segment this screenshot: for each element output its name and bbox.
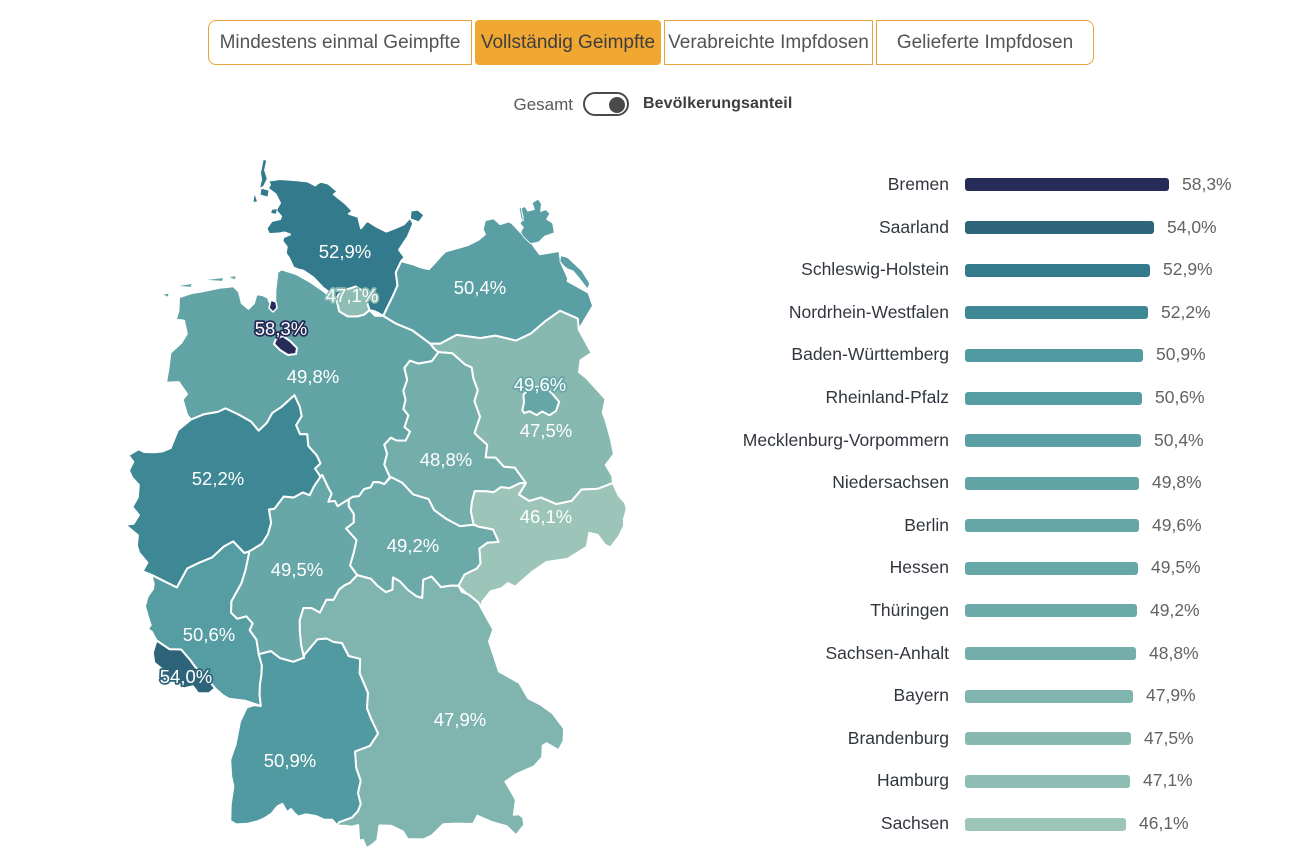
svg-text:47,9%: 47,9%	[434, 709, 486, 730]
svg-text:49,6%: 49,6%	[514, 374, 566, 395]
svg-text:54,0%: 54,0%	[160, 666, 212, 687]
svg-text:52,9%: 52,9%	[319, 241, 371, 262]
svg-text:49,5%: 49,5%	[271, 559, 323, 580]
svg-text:47,1%: 47,1%	[326, 285, 378, 306]
svg-text:48,8%: 48,8%	[420, 449, 472, 470]
svg-text:50,4%: 50,4%	[454, 277, 506, 298]
svg-text:46,1%: 46,1%	[520, 506, 572, 527]
svg-text:50,6%: 50,6%	[183, 624, 235, 645]
svg-text:49,2%: 49,2%	[387, 535, 439, 556]
svg-text:58,3%: 58,3%	[255, 318, 307, 339]
svg-text:52,2%: 52,2%	[192, 468, 244, 489]
svg-text:47,5%: 47,5%	[520, 420, 572, 441]
svg-text:50,9%: 50,9%	[264, 750, 316, 771]
svg-text:49,8%: 49,8%	[287, 366, 339, 387]
